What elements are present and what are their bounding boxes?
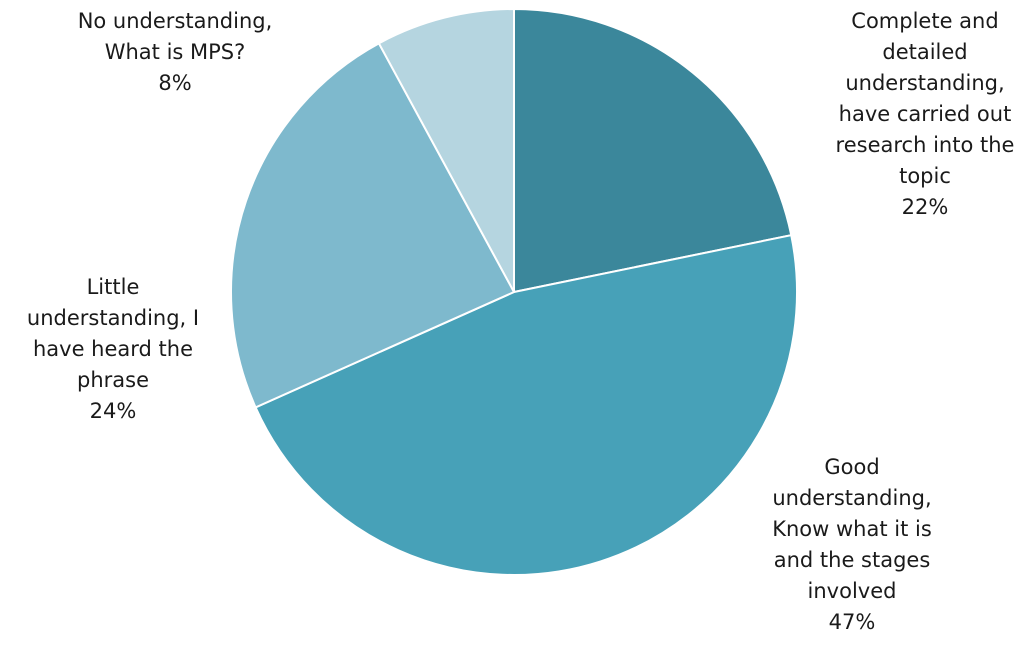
slice-label-no-understanding: No understanding, What is MPS? 8% — [40, 6, 310, 99]
slice-label-complete-understanding: Complete and detailed understanding, hav… — [820, 6, 1030, 223]
pie-slices — [230, 7, 798, 576]
slice-label-good-understanding: Good understanding, Know what it is and … — [752, 452, 952, 638]
slice-percent-complete-understanding: 22% — [901, 195, 949, 219]
slice-complete-understanding — [513, 7, 793, 294]
slice-label-little-understanding: Little understanding, I have heard the p… — [8, 272, 218, 427]
slice-percent-no-understanding: 8% — [158, 71, 192, 95]
slice-good-understanding — [254, 233, 798, 576]
slice-no-understanding — [377, 7, 515, 293]
slice-percent-little-understanding: 24% — [89, 399, 137, 423]
slice-percent-good-understanding: 47% — [828, 610, 876, 634]
slice-little-understanding — [230, 41, 516, 409]
